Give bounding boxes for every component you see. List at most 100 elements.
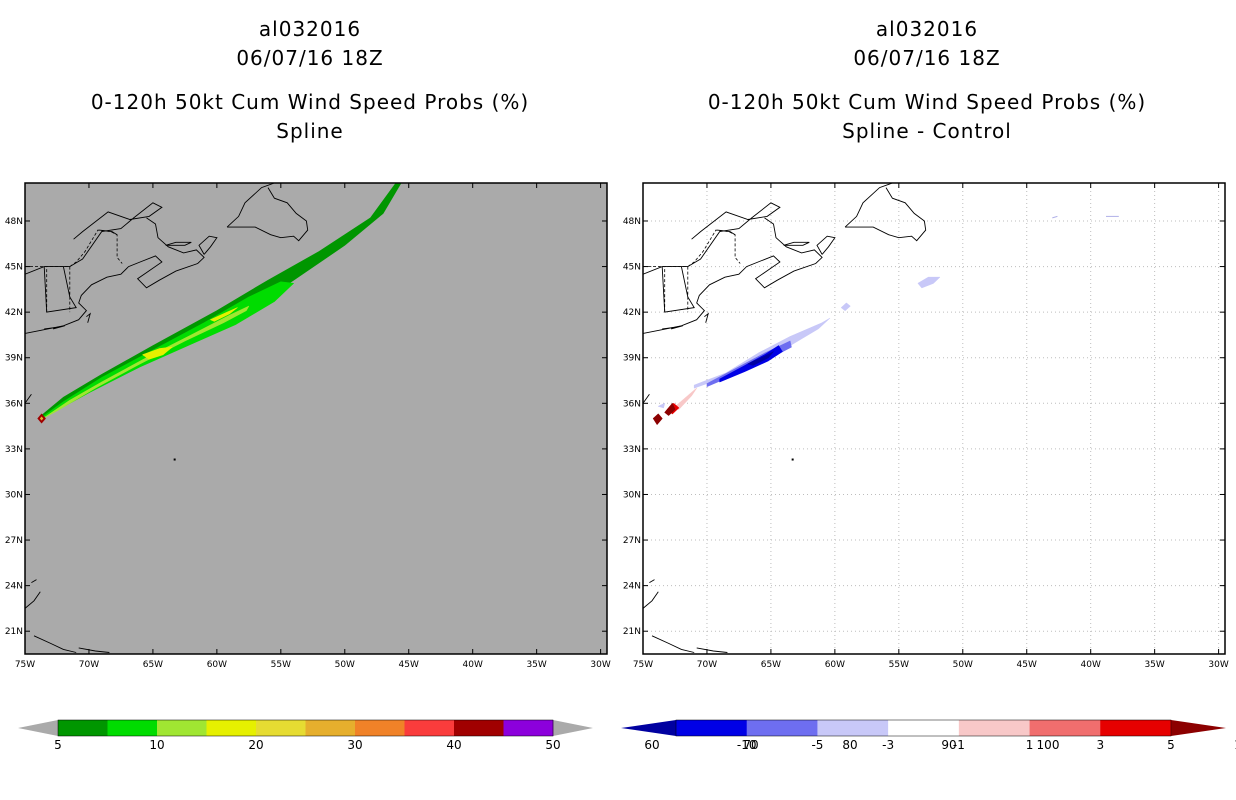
- ytick-label-24N: 24N: [623, 582, 641, 592]
- xtick-label-30W: 30W: [1208, 660, 1228, 670]
- ytick-label-45N: 45N: [5, 263, 23, 273]
- colorbar-label--10: -10: [737, 738, 757, 752]
- map-background: [643, 183, 1225, 654]
- colorbar-label--5: -5: [811, 738, 823, 752]
- xtick-label-40W: 40W: [1081, 660, 1101, 670]
- ytick-label-27N: 27N: [623, 536, 641, 546]
- colorbar-label-100: 100: [1037, 738, 1060, 752]
- colorbar-label-50: 50: [545, 738, 560, 752]
- left-colorbar: 5 10 20 30 40 50 60 70 80 90 100: [18, 719, 1060, 752]
- ytick-label-39N: 39N: [623, 354, 641, 364]
- coastline-15: [649, 579, 655, 583]
- left-chart-title: 0-120h 50kt Cum Wind Speed Probs (%): [90, 90, 530, 114]
- contour-band-10-8: [664, 403, 676, 416]
- colorbar-label-3: 3: [1096, 738, 1104, 752]
- colorbar-high-triangle: [1171, 720, 1226, 736]
- coastline-6: [643, 369, 644, 372]
- ytick-label-30N: 30N: [623, 490, 641, 500]
- right-chart-title: 0-120h 50kt Cum Wind Speed Probs (%): [707, 90, 1147, 114]
- colorbar-label-10: 10: [1234, 738, 1236, 752]
- ytick-label-30N: 30N: [5, 490, 23, 500]
- colorbar-low-triangle: [18, 720, 58, 736]
- colorbar-label-20: 20: [248, 738, 263, 752]
- small-negative-patch-0: [1052, 215, 1058, 219]
- xtick-label-60W: 60W: [825, 660, 845, 670]
- coastline-2: [816, 235, 836, 255]
- map-frame: [642, 182, 1226, 655]
- contour-band-30-4: [210, 307, 238, 322]
- border-0: [643, 229, 741, 267]
- colorbar-segment-0: [58, 720, 108, 736]
- contour-band--1-4: [917, 276, 941, 289]
- contour-band-10-9: [652, 413, 663, 425]
- ytick-label-36N: 36N: [5, 399, 23, 409]
- right-chart-subtitle: Spline - Control: [842, 119, 1012, 143]
- xtick-label-45W: 45W: [399, 660, 419, 670]
- colorbar-segment-5: [1029, 720, 1101, 736]
- coastline-10: [661, 266, 695, 313]
- colorbar-label-30: 30: [347, 738, 362, 752]
- coastline-8: [44, 325, 65, 330]
- contour-band--10-3: [747, 351, 774, 366]
- coastline-14: [78, 647, 110, 653]
- xtick-label-35W: 35W: [526, 660, 546, 670]
- right-storm-id: al032016: [875, 17, 979, 41]
- colorbar-segment-4: [256, 720, 306, 736]
- coastline-9: [704, 312, 709, 323]
- colorbar-segment-8: [454, 720, 504, 736]
- coastline-1: [643, 217, 823, 334]
- map-plot-area: [25, 183, 402, 653]
- colorbar-high-triangle: [553, 720, 593, 736]
- colorbar-segment-2: [817, 720, 889, 736]
- coastline-10: [43, 266, 77, 313]
- coastline-1: [25, 217, 205, 334]
- right-colorbar: -10 -5 -3 -1 1 3 5 10: [621, 719, 1236, 752]
- colorbar-segment-3: [888, 720, 960, 736]
- contour-band-20-2: [42, 305, 250, 419]
- colorbar-label-1: 1: [1026, 738, 1034, 752]
- ytick-label-39N: 39N: [5, 354, 23, 364]
- coastline-7: [25, 393, 32, 404]
- colorbar-label-90: 90: [941, 738, 956, 752]
- xtick-label-55W: 55W: [889, 660, 909, 670]
- ytick-label-45N: 45N: [623, 263, 641, 273]
- colorbar-segment-6: [1100, 720, 1172, 736]
- right-title-block: al032016 06/07/16 18Z 0-120h 50kt Cum Wi…: [627, 15, 1227, 146]
- ytick-label-27N: 27N: [5, 536, 23, 546]
- coastline-3: [165, 241, 192, 246]
- left-chart-subtitle: Spline: [276, 119, 344, 143]
- coastline-15: [31, 579, 37, 583]
- map-frame: [24, 182, 608, 655]
- border-0: [25, 229, 123, 267]
- coastline-6: [25, 369, 26, 372]
- ytick-label-33N: 33N: [623, 445, 641, 455]
- contour-band--1-5: [841, 302, 851, 311]
- colorbar-label-10: 10: [149, 738, 164, 752]
- ytick-label-36N: 36N: [623, 399, 641, 409]
- coastline-5: [227, 187, 309, 242]
- colorbar-segment-5: [305, 720, 356, 736]
- colorbar-segment-2: [157, 720, 207, 736]
- coastline-4: [844, 183, 893, 228]
- xtick-label-75W: 75W: [633, 660, 653, 670]
- coastline-13: [651, 635, 695, 653]
- colorbar-label--1: -1: [953, 738, 965, 752]
- colorbar-outline: [57, 719, 554, 737]
- contour-band-30-3: [142, 346, 173, 360]
- coastline-3: [783, 241, 810, 246]
- contour-band--1-10: [658, 403, 665, 409]
- coastline-13: [33, 635, 77, 653]
- right-map-panel: 75W 70W 65W 60W 55W 50W 45W 40W 35W 30W 21N 24N 27N 3…: [623, 182, 1229, 670]
- colorbar-label--3: -3: [882, 738, 894, 752]
- colorbar-segment-0: [676, 720, 748, 736]
- colorbar-segment-1: [746, 720, 818, 736]
- coastline-8: [662, 325, 683, 330]
- ytick-label-33N: 33N: [5, 445, 23, 455]
- colorbar-label-80: 80: [842, 738, 857, 752]
- left-title-block: al032016 06/07/16 18Z 0-120h 50kt Cum Wi…: [10, 15, 610, 146]
- ytick-label-24N: 24N: [5, 582, 23, 592]
- coastline-14: [696, 647, 728, 653]
- xtick-label-65W: 65W: [761, 660, 781, 670]
- map-plot-area: [643, 183, 1225, 654]
